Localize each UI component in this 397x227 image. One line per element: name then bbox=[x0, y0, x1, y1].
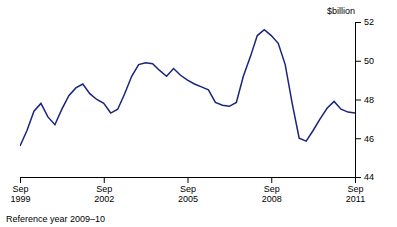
x-tick-mark bbox=[104, 177, 105, 183]
y-tick: 44 bbox=[355, 172, 374, 182]
x-tick: Sep2011 bbox=[346, 177, 365, 204]
y-tick-mark bbox=[355, 22, 361, 23]
x-tick-mark bbox=[188, 177, 189, 183]
y-tick-label: 52 bbox=[364, 17, 374, 27]
line bbox=[20, 30, 355, 146]
y-axis-line bbox=[356, 23, 362, 178]
x-tick-label: Sep2002 bbox=[94, 184, 114, 204]
y-tick-label: 46 bbox=[364, 134, 374, 144]
y-tick-mark bbox=[355, 61, 361, 62]
x-axis: Sep1999 Sep2002 Sep2005 Sep2008 Sep2011 bbox=[10, 177, 365, 204]
y-axis: 44 46 48 50 52 bbox=[355, 17, 374, 182]
y-tick-mark bbox=[355, 100, 361, 101]
x-tick: Sep2005 bbox=[178, 177, 198, 204]
chart: Sep1999Sep2002Sep2005Sep2008Sep201144464… bbox=[0, 0, 397, 227]
y-tick-mark bbox=[355, 177, 361, 178]
x-tick: Sep2002 bbox=[94, 177, 114, 204]
x-tick-label: Sep2011 bbox=[346, 184, 365, 204]
y-tick-mark bbox=[355, 138, 361, 139]
y-tick: 52 bbox=[355, 17, 374, 27]
x-tick-label: Sep2005 bbox=[178, 184, 198, 204]
y-tick: 50 bbox=[355, 56, 374, 66]
x-tick: Sep2008 bbox=[262, 177, 282, 204]
x-axis-line bbox=[21, 178, 356, 184]
x-tick-label: Sep2008 bbox=[262, 184, 282, 204]
x-tick-label: Sep1999 bbox=[10, 184, 30, 204]
y-tick: 46 bbox=[355, 134, 374, 144]
y-axis-label: $billion bbox=[327, 6, 355, 16]
x-tick: Sep1999 bbox=[10, 177, 30, 204]
y-tick-label: 44 bbox=[364, 172, 374, 182]
plot: Sep1999Sep2002Sep2005Sep2008Sep201144464… bbox=[10, 6, 374, 204]
x-tick-mark bbox=[271, 177, 272, 183]
marks bbox=[20, 30, 355, 146]
y-tick-label: 48 bbox=[364, 95, 374, 105]
y-tick-label: 50 bbox=[364, 56, 374, 66]
y-tick: 48 bbox=[355, 95, 374, 105]
x-tick-mark bbox=[20, 177, 21, 183]
annotation: Reference year 2009–10 bbox=[6, 214, 105, 224]
